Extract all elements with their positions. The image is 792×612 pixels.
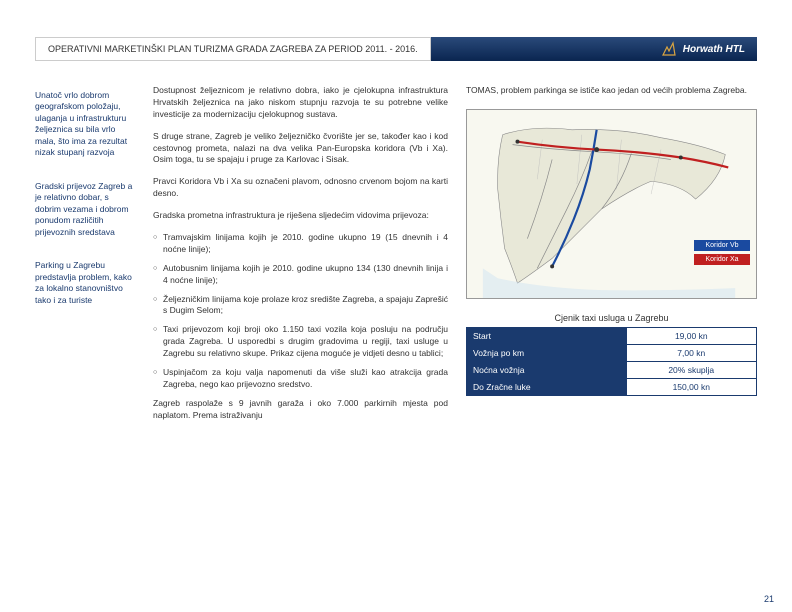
content-area: Unatoč vrlo dobrom geografskom položaju,… xyxy=(35,85,757,582)
bullet-item: Tramvajskim linijama kojih je 2010. godi… xyxy=(153,232,448,256)
bullet-intro: Gradska prometna infrastruktura je riješ… xyxy=(153,210,448,222)
price-value: 20% skuplja xyxy=(626,361,757,378)
bullet-item: Taxi prijevozom koji broji oko 1.150 tax… xyxy=(153,324,448,360)
price-value: 7,00 kn xyxy=(626,344,757,361)
price-label: Start xyxy=(467,327,627,344)
legend-xa: Koridor Xa xyxy=(694,254,750,265)
map-legend: Koridor Vb Koridor Xa xyxy=(694,240,750,265)
logo: Horwath HTL xyxy=(661,41,745,57)
right-column: TOMAS, problem parkinga se ističe kao je… xyxy=(466,85,757,582)
price-value: 19,00 kn xyxy=(626,327,757,344)
price-label: Vožnja po km xyxy=(467,344,627,361)
page-number: 21 xyxy=(764,594,774,604)
croatia-map: Koridor Vb Koridor Xa xyxy=(466,109,757,299)
bullet-item: Autobusnim linijama kojih je 2010. godin… xyxy=(153,263,448,287)
paragraph: Dostupnost željeznicom je relativno dobr… xyxy=(153,85,448,121)
sidebar-highlight-3: Parking u Zagrebu predstavlja problem, k… xyxy=(35,260,135,306)
header-title: OPERATIVNI MARKETINŠKI PLAN TURIZMA GRAD… xyxy=(35,37,431,61)
price-label: Do Zračne luke xyxy=(467,378,627,395)
price-label: Noćna vožnja xyxy=(467,361,627,378)
right-intro-text: TOMAS, problem parkinga se ističe kao je… xyxy=(466,85,757,97)
price-table: Start19,00 knVožnja po km7,00 knNoćna vo… xyxy=(466,327,757,396)
table-row: Noćna vožnja20% skuplja xyxy=(467,361,757,378)
table-row: Start19,00 kn xyxy=(467,327,757,344)
price-value: 150,00 kn xyxy=(626,378,757,395)
logo-text: Horwath HTL xyxy=(683,44,745,55)
paragraph: Zagreb raspolaže s 9 javnih garaža i oko… xyxy=(153,398,448,422)
main-column: Dostupnost željeznicom je relativno dobr… xyxy=(153,85,448,582)
horwath-logo-icon xyxy=(661,41,677,57)
bullet-item: Željezničkim linijama koje prolaze kroz … xyxy=(153,294,448,318)
sidebar-highlight-2: Gradski prijevoz Zagreb a je relativno d… xyxy=(35,181,135,238)
bullet-item: Uspinjačom za koju valja napomenuti da v… xyxy=(153,367,448,391)
sidebar: Unatoč vrlo dobrom geografskom položaju,… xyxy=(35,85,135,582)
price-table-caption: Cjenik taxi usluga u Zagrebu xyxy=(466,313,757,323)
table-row: Vožnja po km7,00 kn xyxy=(467,344,757,361)
header-bar: Horwath HTL xyxy=(430,37,757,61)
table-row: Do Zračne luke150,00 kn xyxy=(467,378,757,395)
legend-vb: Koridor Vb xyxy=(694,240,750,251)
map-svg xyxy=(467,110,756,298)
paragraph: Pravci Koridora Vb i Xa su označeni plav… xyxy=(153,176,448,200)
page-header: OPERATIVNI MARKETINŠKI PLAN TURIZMA GRAD… xyxy=(35,35,757,63)
paragraph: S druge strane, Zagreb je veliko željezn… xyxy=(153,131,448,167)
sidebar-highlight-1: Unatoč vrlo dobrom geografskom položaju,… xyxy=(35,90,135,159)
